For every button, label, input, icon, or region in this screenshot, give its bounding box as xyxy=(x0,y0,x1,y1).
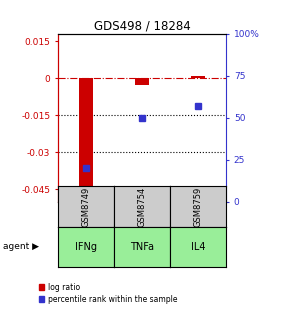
Text: GSM8749: GSM8749 xyxy=(81,186,90,227)
Bar xyxy=(79,78,93,194)
Text: agent ▶: agent ▶ xyxy=(3,243,39,251)
Text: GSM8754: GSM8754 xyxy=(137,186,147,227)
Legend: log ratio, percentile rank within the sample: log ratio, percentile rank within the sa… xyxy=(39,283,177,304)
Text: GSM8759: GSM8759 xyxy=(194,186,203,227)
Text: TNFa: TNFa xyxy=(130,242,154,252)
Bar xyxy=(191,76,205,78)
Text: IFNg: IFNg xyxy=(75,242,97,252)
Title: GDS498 / 18284: GDS498 / 18284 xyxy=(94,19,191,33)
Text: IL4: IL4 xyxy=(191,242,205,252)
Bar xyxy=(135,78,149,85)
